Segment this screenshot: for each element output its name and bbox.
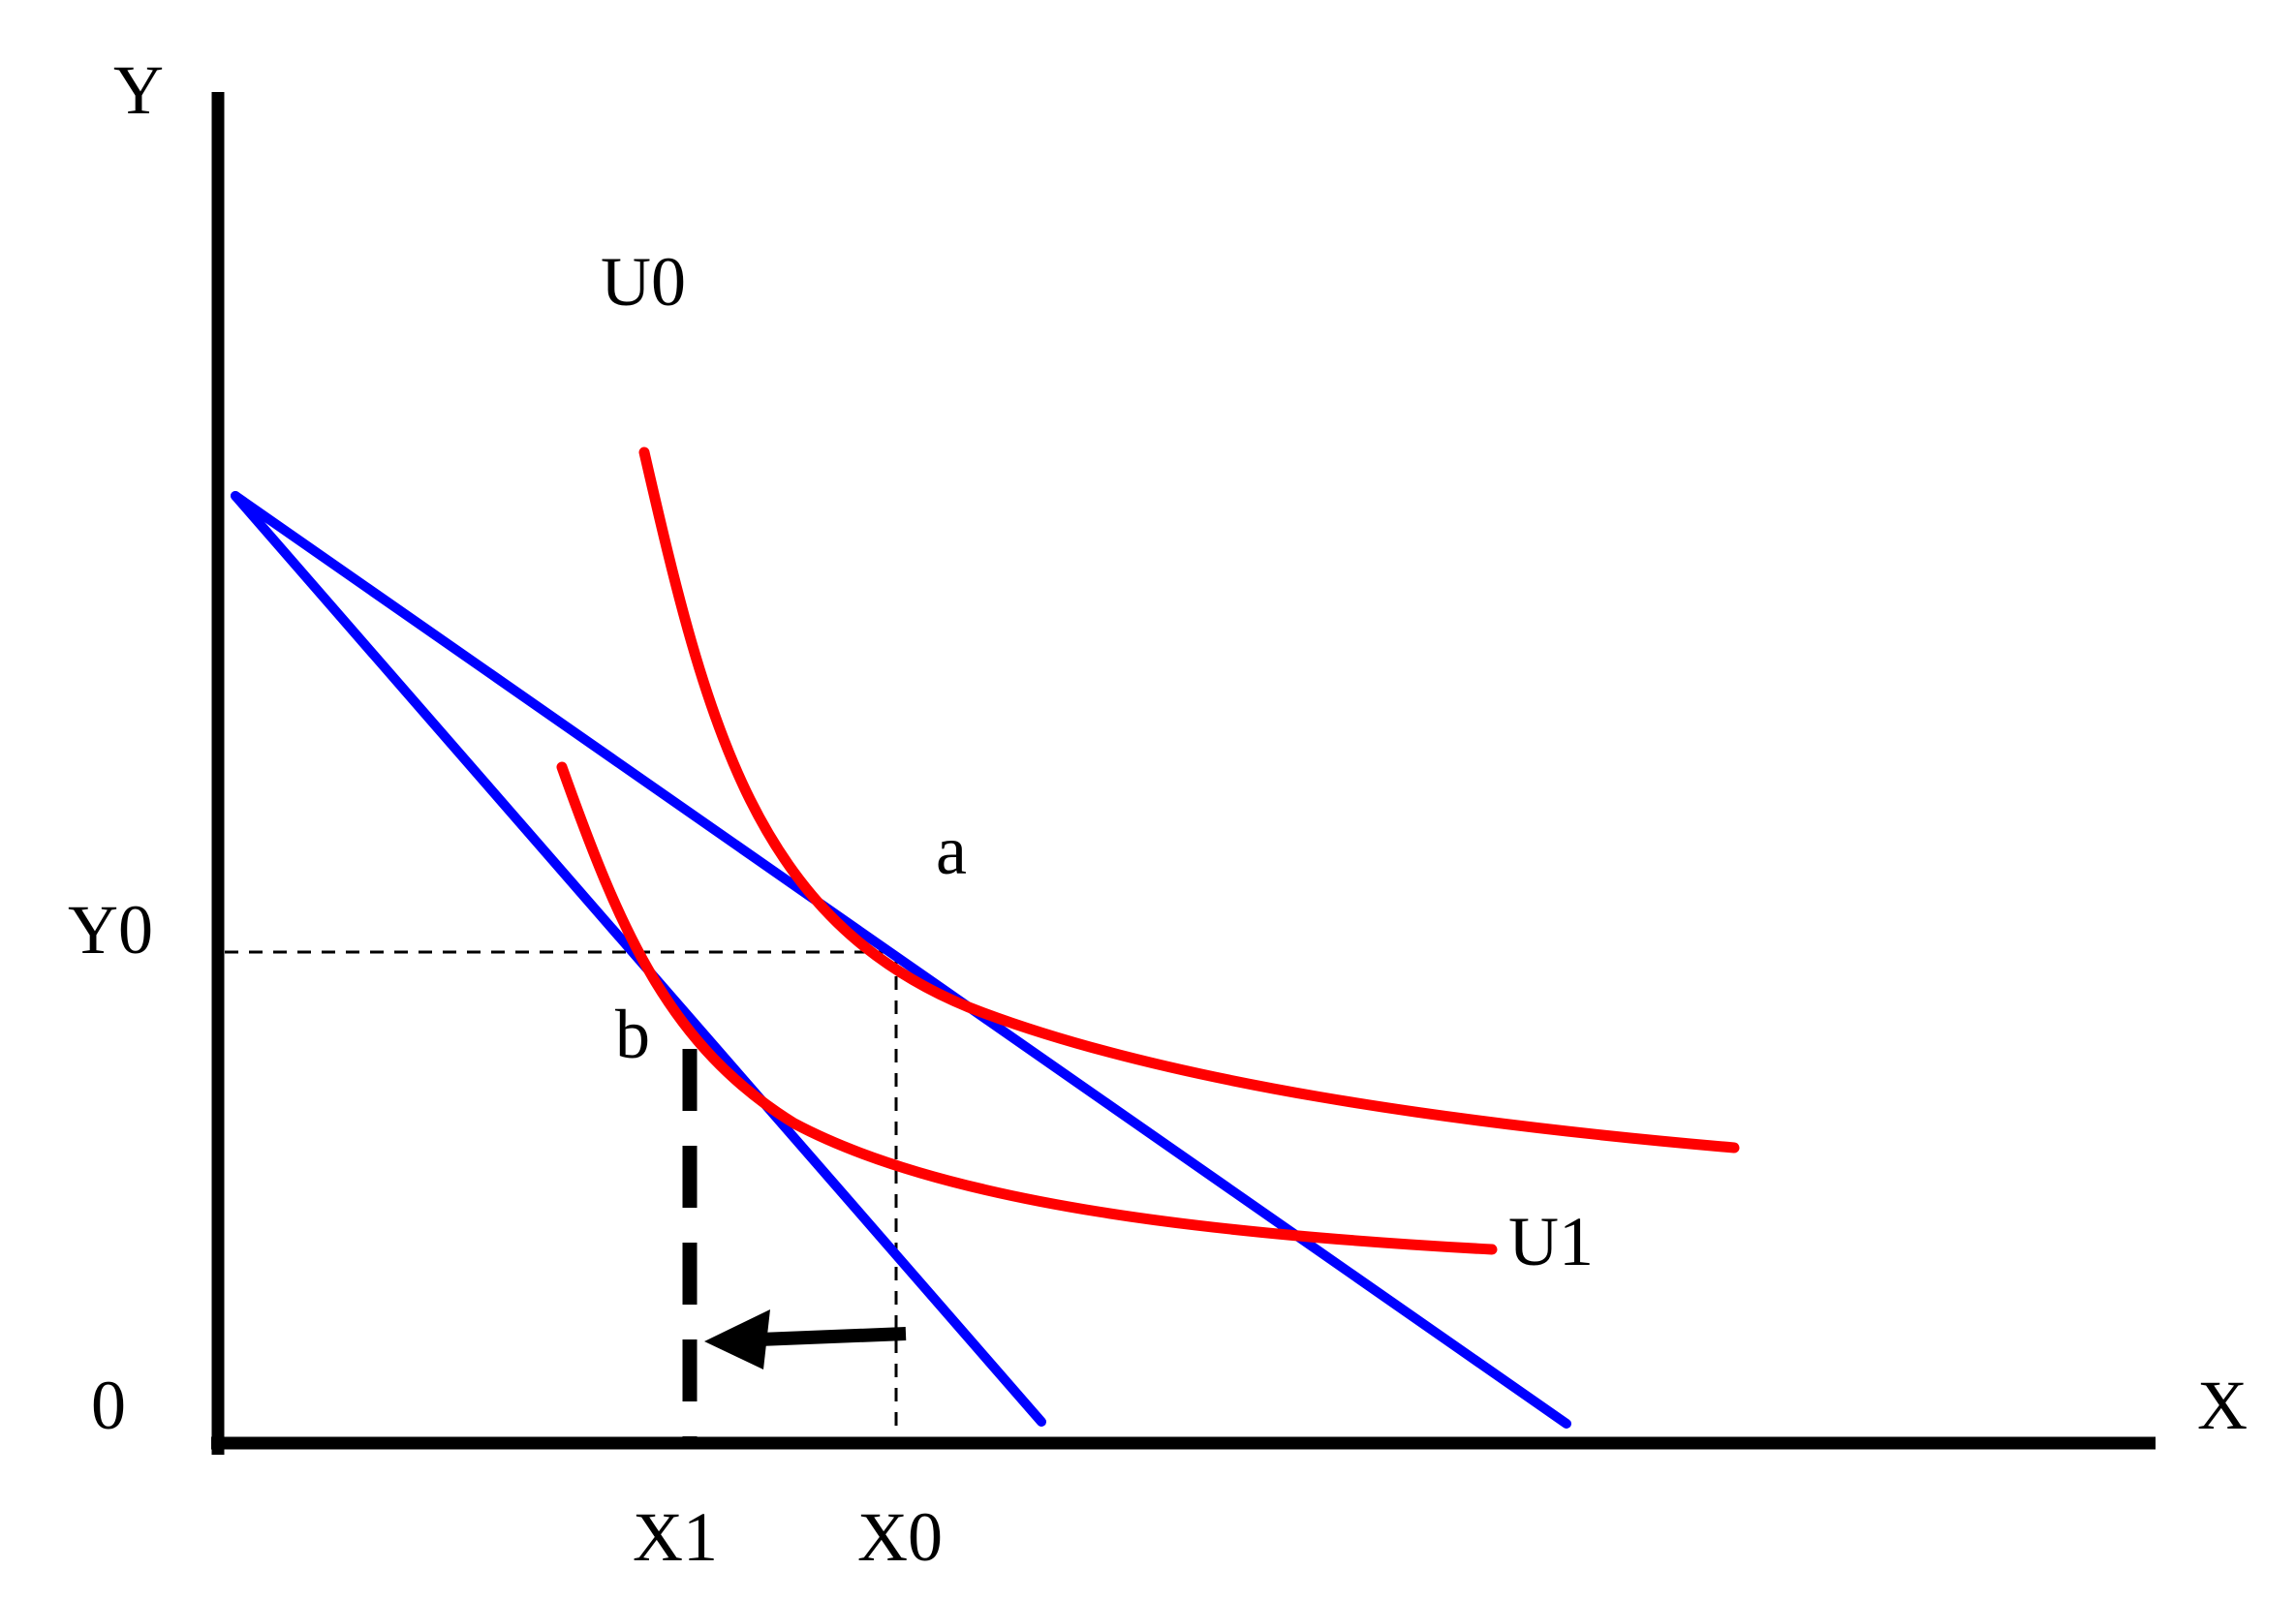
y-axis-label: Y	[113, 51, 164, 129]
budget-line-original	[231, 491, 1571, 1429]
point-b-label: b	[615, 996, 650, 1073]
u0-label: U0	[601, 243, 686, 321]
x-axis-label: X	[2197, 1367, 2248, 1444]
y0-tick-label: Y0	[68, 891, 153, 969]
x1-tick-label: X1	[633, 1498, 718, 1576]
x0-tick-label: X0	[857, 1498, 943, 1576]
u1-label: U1	[1508, 1203, 1594, 1280]
indifference-curve-u0	[638, 446, 1740, 1154]
indifference-curve-u1	[556, 761, 1498, 1255]
origin-label: 0	[91, 1367, 126, 1444]
shift-arrow-head	[704, 1309, 770, 1369]
point-a-label: a	[936, 812, 967, 889]
